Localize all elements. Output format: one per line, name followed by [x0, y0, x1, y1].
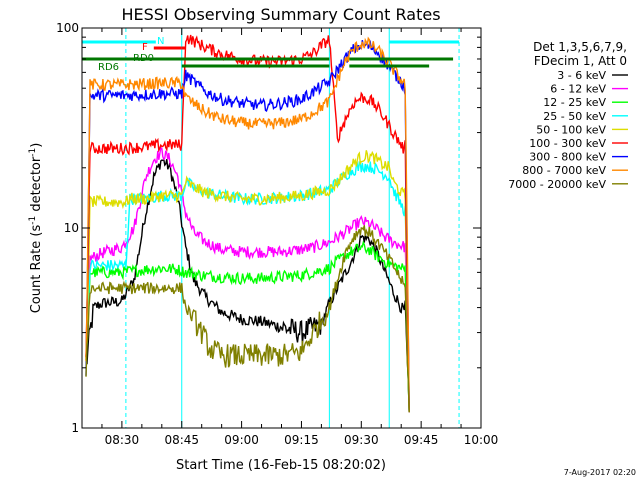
- y-axis-label-exp-2: -1: [28, 148, 38, 157]
- y-axis-label-end: ): [29, 143, 44, 148]
- x-tick-label-3: 09:15: [284, 433, 319, 447]
- flag-label-rd0: RD0: [133, 53, 154, 64]
- legend-label-3: 25 - 50 keV: [543, 110, 606, 123]
- y-axis-label: Count Rate (s-1 detector-1): [28, 143, 44, 314]
- y-tick-label-1: 10: [64, 221, 79, 235]
- series-line-8: [85, 225, 410, 413]
- series-line-3: [85, 160, 410, 413]
- flag-label-rd6: RD6: [98, 62, 119, 73]
- legend-label-7: 800 - 7000 keV: [522, 164, 606, 177]
- x-tick-label-5: 09:45: [404, 433, 439, 447]
- series-line-4: [85, 150, 410, 413]
- legend-title-line-2: FDecim 1, Att 0: [534, 54, 627, 68]
- axes: 08:30 08:45 09:00 09:15 09:30 09:45 10:00 1 10 10…: [56, 21, 498, 447]
- flag-label-n: N: [157, 36, 164, 47]
- legend-title-line-1: Det 1,3,5,6,7,9,: [533, 40, 627, 54]
- legend-label-0: 3 - 6 keV: [557, 69, 606, 82]
- flag-label-f: F: [142, 42, 148, 53]
- series-line-1: [85, 146, 410, 413]
- legend-label-8: 7000 - 20000 keV: [508, 178, 606, 191]
- series-line-6: [85, 39, 410, 413]
- y-axis-label-exp: -1: [28, 216, 38, 225]
- x-tick-label-0: 08:30: [105, 433, 140, 447]
- legend: Det 1,3,5,6,7,9, FDecim 1, Att 0 3 - 6 k…: [508, 40, 628, 191]
- legend-label-5: 100 - 300 keV: [529, 137, 606, 150]
- legend-label-2: 12 - 25 keV: [543, 96, 606, 109]
- chart-title: HESSI Observing Summary Count Rates: [121, 5, 440, 24]
- x-tick-label-1: 08:45: [164, 433, 199, 447]
- legend-label-6: 300 - 800 keV: [529, 151, 606, 164]
- legend-label-4: 50 - 100 keV: [536, 123, 606, 136]
- x-tick-label-2: 09:00: [224, 433, 259, 447]
- x-axis-label: Start Time (16-Feb-15 08:20:02): [176, 458, 386, 473]
- x-tick-label-4: 09:30: [344, 433, 379, 447]
- y-axis-label-mid: detector: [29, 156, 44, 216]
- series-line-0: [85, 158, 410, 413]
- y-axis-label-main: Count Rate (s: [29, 225, 44, 314]
- series-line-2: [85, 240, 410, 413]
- x-tick-label-6: 10:00: [464, 433, 499, 447]
- series-line-7: [85, 36, 410, 413]
- y-tick-label-2: 100: [56, 21, 79, 35]
- y-tick-label-0: 1: [71, 421, 79, 435]
- legend-label-1: 6 - 12 keV: [550, 83, 606, 96]
- generation-timestamp: 7-Aug-2017 02:20: [564, 468, 636, 477]
